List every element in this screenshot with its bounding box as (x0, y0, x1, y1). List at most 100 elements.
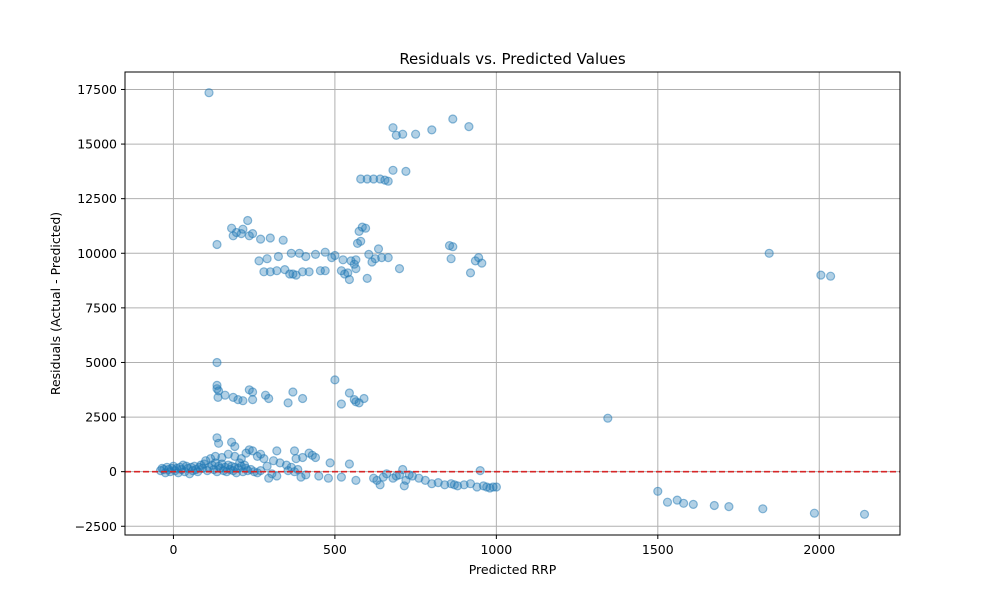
x-tick-label: 0 (169, 542, 177, 557)
data-point (241, 448, 251, 458)
data-point (344, 274, 354, 285)
data-point (362, 174, 372, 184)
data-point (214, 386, 224, 396)
data-point (764, 248, 774, 258)
y-tick-label: 5000 (85, 355, 117, 370)
data-point (288, 387, 298, 397)
x-axis-title: Predicted RRP (469, 562, 557, 577)
data-point (320, 247, 330, 257)
data-point (603, 413, 613, 423)
points-layer (155, 88, 870, 519)
data-point (816, 270, 826, 280)
y-axis-title: Residuals (Actual - Predicted) (48, 212, 63, 395)
data-point (323, 473, 333, 483)
data-point (491, 482, 501, 492)
data-point (367, 257, 377, 267)
data-point (465, 268, 476, 278)
data-point (238, 396, 248, 406)
data-point (254, 256, 264, 266)
data-point (809, 508, 820, 518)
x-tick-label: 1000 (480, 542, 512, 557)
data-point (401, 166, 411, 176)
data-point (248, 387, 258, 397)
data-point (709, 500, 719, 511)
data-point (475, 466, 485, 476)
data-point (272, 446, 282, 456)
data-point (343, 268, 353, 278)
data-point (264, 393, 274, 404)
y-tick-label: 0 (109, 464, 117, 479)
data-point (278, 235, 288, 245)
data-point (220, 390, 230, 400)
data-point (758, 504, 768, 514)
data-point (351, 255, 361, 265)
data-point (378, 472, 388, 482)
data-point (304, 267, 314, 277)
data-point (338, 255, 348, 265)
data-point (825, 271, 836, 281)
y-tick-label: 10000 (77, 246, 117, 261)
data-point (314, 471, 324, 481)
data-point (212, 239, 222, 250)
data-point (411, 129, 421, 139)
y-tick-label: 2500 (85, 410, 117, 425)
data-point (272, 266, 282, 276)
data-point (388, 165, 398, 175)
chart-title: Residuals vs. Predicted Values (399, 50, 626, 68)
data-point (315, 266, 325, 276)
data-point (662, 497, 673, 507)
data-point (298, 267, 308, 277)
y-tick-label: 17500 (77, 82, 117, 97)
data-point (301, 251, 311, 262)
data-point (377, 253, 387, 263)
data-point (283, 398, 293, 408)
data-point (272, 471, 282, 481)
data-point (383, 253, 393, 263)
data-point (330, 250, 340, 261)
data-point (653, 486, 663, 496)
data-point (383, 176, 393, 186)
data-point (859, 509, 870, 519)
grid-layer (125, 72, 900, 535)
data-point (248, 395, 258, 405)
data-point (336, 399, 346, 409)
data-point (310, 452, 321, 463)
data-point (351, 475, 361, 485)
data-point (248, 229, 258, 239)
y-tick-label: 7500 (85, 300, 117, 315)
data-point (298, 452, 308, 463)
data-point (296, 472, 306, 482)
data-point (230, 441, 240, 452)
ticks-layer: 0 500 1000 1500 2000 −2500 0 2500 5000 7500 10000 1… (75, 82, 836, 557)
data-point (228, 392, 238, 402)
data-point (477, 258, 487, 268)
data-point (286, 248, 296, 258)
data-point (344, 459, 354, 469)
data-point (427, 125, 437, 135)
data-point (678, 498, 689, 508)
data-point (448, 242, 458, 252)
data-point (356, 174, 366, 184)
data-point (265, 233, 275, 243)
data-point (464, 121, 474, 132)
data-point (398, 129, 408, 139)
data-point (724, 502, 734, 512)
data-point (238, 224, 248, 234)
y-tick-label: −2500 (75, 519, 117, 534)
data-point (388, 123, 398, 133)
data-point (351, 264, 361, 274)
data-point (273, 251, 283, 262)
data-point (373, 244, 384, 254)
data-point (259, 267, 269, 277)
data-point (330, 375, 340, 385)
data-point (262, 461, 272, 471)
x-tick-label: 2000 (803, 542, 835, 557)
data-point (356, 236, 366, 246)
data-point (446, 254, 456, 264)
x-tick-label: 500 (323, 542, 347, 557)
data-point (362, 273, 372, 283)
data-point (688, 499, 698, 509)
data-point (310, 249, 321, 259)
data-point (336, 472, 346, 482)
data-point (320, 266, 330, 276)
